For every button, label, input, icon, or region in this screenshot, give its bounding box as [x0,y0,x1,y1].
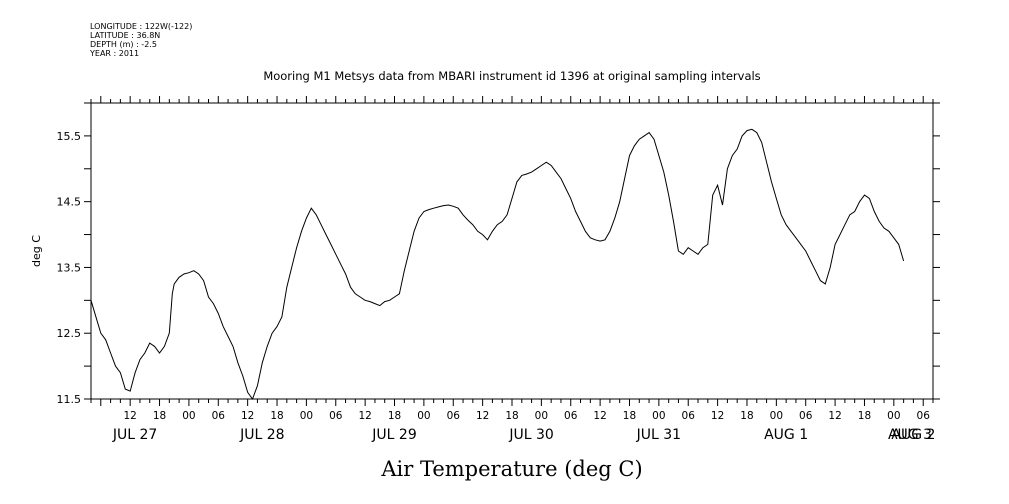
plot-frame [90,102,934,400]
x-hour-label: 00 [417,410,430,422]
x-hour-label: 12 [241,410,254,422]
temperature-series-line [90,128,905,401]
x-hour-label: 00 [535,410,548,422]
x-hour-label: 12 [593,410,606,422]
longitude-text: LONGITUDE : 122W(-122) [90,22,193,31]
x-day-label: JUL 29 [371,427,416,443]
x-hour-label: 18 [623,410,636,422]
x-hour-label: 00 [770,410,783,422]
y-tick-label: 14.5 [57,196,82,209]
metadata-block: LONGITUDE : 122W(-122) LATITUDE : 36.8N … [90,22,192,58]
x-day-label: AUG 1 [764,427,808,443]
x-hour-label: 06 [447,410,461,422]
y-tick-label: 15.5 [57,130,82,143]
x-hour-label: 12 [123,410,136,422]
x-hour-label: 06 [564,410,578,422]
x-day-label: JUL 30 [508,427,553,443]
x-day-labels: JUL 27 JUL 28 JUL 29 JUL 30 JUL 31 AUG 1 AUG 2… [112,427,936,443]
x-day-label: JUL 31 [636,427,681,443]
x-hour-label: 00 [182,410,195,422]
x-axis-label: Air Temperature (deg C) [380,457,642,481]
x-hour-labels: 12 18 00 06 12 18 00 06 12 18 00 06 12 18 00 06 12 18 00 06… [123,410,930,422]
x-hour-label: 06 [212,410,226,422]
axis-ticks [84,96,940,406]
x-hour-label: 00 [300,410,313,422]
x-hour-label: 18 [270,410,283,422]
x-hour-label: 12 [476,410,489,422]
x-hour-label: 18 [153,410,166,422]
chart-title: Mooring M1 Metsys data from MBARI instru… [263,69,760,83]
y-tick-labels: 11.5 12.5 13.5 14.5 15.5 [57,130,82,406]
x-day-label: JUL 28 [239,427,284,443]
y-tick-label: 13.5 [57,261,82,274]
year-text: YEAR : 2011 [90,49,140,58]
y-tick-label: 11.5 [57,393,82,406]
x-hour-label: 00 [887,410,900,422]
x-hour-label: 06 [917,410,931,422]
y-axis-label: deg C [30,235,43,267]
x-hour-label: 06 [682,410,696,422]
x-hour-label: 12 [358,410,371,422]
x-hour-label: 18 [740,410,753,422]
x-hour-label: 18 [505,410,518,422]
x-hour-label: 18 [858,410,871,422]
x-hour-label: 18 [388,410,401,422]
depth-text: DEPTH (m) : -2.5 [90,40,157,49]
latitude-text: LATITUDE : 36.8N [90,31,161,40]
x-hour-label: 06 [329,410,343,422]
x-hour-label: 12 [828,410,841,422]
y-tick-label: 12.5 [57,327,82,340]
x-hour-label: 06 [799,410,813,422]
x-hour-label: 12 [711,410,724,422]
x-day-label: AUG 3 [888,427,932,443]
x-day-label: AUG 2 [891,427,935,443]
x-day-label: JUL 27 [112,427,157,443]
x-hour-label: 00 [652,410,665,422]
